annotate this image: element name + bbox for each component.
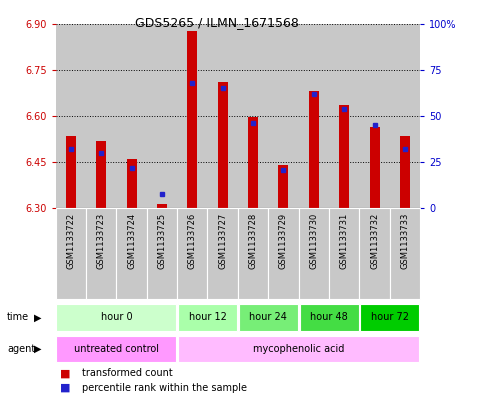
- Text: GSM1133730: GSM1133730: [309, 213, 318, 269]
- FancyBboxPatch shape: [116, 208, 147, 299]
- FancyBboxPatch shape: [360, 304, 419, 331]
- FancyBboxPatch shape: [208, 208, 238, 299]
- FancyBboxPatch shape: [177, 208, 208, 299]
- FancyBboxPatch shape: [329, 208, 359, 299]
- Bar: [177, 24, 208, 208]
- Bar: [56, 24, 86, 208]
- FancyBboxPatch shape: [57, 304, 176, 331]
- FancyBboxPatch shape: [298, 208, 329, 299]
- Text: ■: ■: [60, 368, 71, 378]
- FancyBboxPatch shape: [239, 304, 298, 331]
- Bar: [66, 136, 76, 208]
- Bar: [339, 105, 349, 208]
- Bar: [268, 24, 298, 208]
- Text: hour 48: hour 48: [310, 312, 348, 322]
- Text: GSM1133724: GSM1133724: [127, 213, 136, 269]
- Bar: [147, 24, 177, 208]
- Text: percentile rank within the sample: percentile rank within the sample: [82, 383, 247, 393]
- Text: mycophenolic acid: mycophenolic acid: [253, 344, 344, 354]
- Bar: [96, 141, 106, 208]
- Bar: [86, 24, 116, 208]
- FancyBboxPatch shape: [178, 336, 419, 362]
- Text: GSM1133733: GSM1133733: [400, 213, 410, 269]
- Bar: [359, 24, 390, 208]
- FancyBboxPatch shape: [359, 208, 390, 299]
- Text: GSM1133723: GSM1133723: [97, 213, 106, 269]
- Bar: [329, 24, 359, 208]
- Text: hour 24: hour 24: [249, 312, 287, 322]
- Bar: [127, 159, 137, 208]
- FancyBboxPatch shape: [299, 304, 358, 331]
- FancyBboxPatch shape: [390, 208, 420, 299]
- Text: ▶: ▶: [34, 312, 42, 322]
- Bar: [400, 136, 410, 208]
- FancyBboxPatch shape: [238, 208, 268, 299]
- Text: ▶: ▶: [34, 344, 42, 354]
- Bar: [238, 24, 268, 208]
- Text: GSM1133722: GSM1133722: [66, 213, 75, 269]
- Bar: [390, 24, 420, 208]
- Text: time: time: [7, 312, 29, 322]
- Bar: [278, 165, 288, 208]
- FancyBboxPatch shape: [86, 208, 116, 299]
- Bar: [218, 82, 227, 208]
- Text: untreated control: untreated control: [74, 344, 159, 354]
- Text: hour 72: hour 72: [371, 312, 409, 322]
- Bar: [248, 118, 258, 208]
- Bar: [116, 24, 147, 208]
- Bar: [208, 24, 238, 208]
- Text: ■: ■: [60, 383, 71, 393]
- Bar: [157, 204, 167, 208]
- Text: GSM1133732: GSM1133732: [370, 213, 379, 269]
- Bar: [187, 31, 198, 208]
- Text: GSM1133727: GSM1133727: [218, 213, 227, 269]
- Text: transformed count: transformed count: [82, 368, 173, 378]
- Bar: [369, 127, 380, 208]
- Text: hour 0: hour 0: [100, 312, 132, 322]
- FancyBboxPatch shape: [147, 208, 177, 299]
- Bar: [298, 24, 329, 208]
- Text: GSM1133726: GSM1133726: [188, 213, 197, 269]
- FancyBboxPatch shape: [178, 304, 237, 331]
- Text: hour 12: hour 12: [188, 312, 227, 322]
- Text: agent: agent: [7, 344, 35, 354]
- FancyBboxPatch shape: [56, 208, 86, 299]
- FancyBboxPatch shape: [57, 336, 176, 362]
- Text: GDS5265 / ILMN_1671568: GDS5265 / ILMN_1671568: [135, 16, 299, 29]
- Text: GSM1133728: GSM1133728: [249, 213, 257, 269]
- Text: GSM1133725: GSM1133725: [157, 213, 167, 269]
- Bar: [309, 91, 319, 208]
- Text: GSM1133729: GSM1133729: [279, 213, 288, 269]
- Text: GSM1133731: GSM1133731: [340, 213, 349, 269]
- FancyBboxPatch shape: [268, 208, 298, 299]
